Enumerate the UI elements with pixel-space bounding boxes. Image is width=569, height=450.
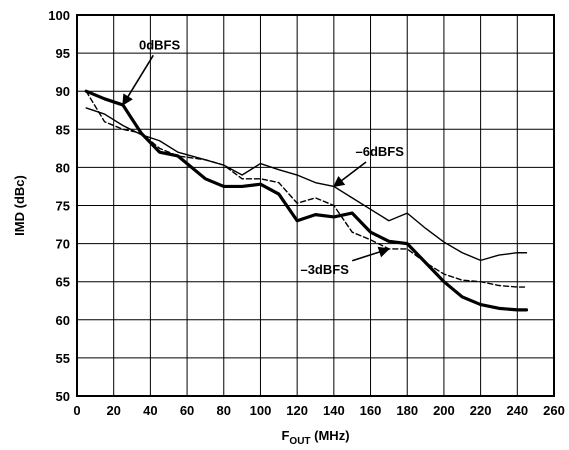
x-axis-title-subscript: OUT — [289, 436, 310, 447]
plot-frame — [76, 14, 555, 397]
x-tick-label: 240 — [506, 403, 528, 418]
y-tick-label: 85 — [56, 122, 70, 137]
x-tick-label: 200 — [433, 403, 455, 418]
annotation-arrow-3dbfs — [351, 246, 390, 262]
annotation-label-3dbfs: –3dBFS — [300, 262, 349, 277]
x-tick-label: 120 — [286, 403, 308, 418]
x-tick-label: 100 — [250, 403, 272, 418]
x-tick-label: 60 — [180, 403, 194, 418]
y-tick-label: 55 — [56, 351, 70, 366]
x-tick-label: 80 — [217, 403, 231, 418]
y-tick-label: 65 — [56, 275, 70, 290]
x-tick-labels: 0 20 40 60 80 100 120 140 160 180 200 220 240 260 — [73, 403, 564, 418]
x-tick-label: 0 — [73, 403, 80, 418]
y-tick-label: 90 — [56, 84, 70, 99]
grid-layer — [77, 15, 554, 396]
x-tick-label: 140 — [323, 403, 345, 418]
annotation-arrow-6dbfs — [332, 161, 367, 188]
y-tick-label: 50 — [56, 389, 70, 404]
annotation-label-0dbfs: 0dBFS — [139, 37, 181, 52]
x-axis-title-main: F — [281, 428, 289, 443]
series-layer — [84, 89, 529, 312]
x-tick-label: 220 — [470, 403, 492, 418]
series-line-3dbfs — [85, 90, 528, 288]
y-tick-labels: 50 55 60 65 70 75 80 85 90 95 100 — [48, 8, 70, 404]
annotation-layer: 0dBFS –6dBFS –3dBFS — [122, 37, 405, 277]
annotation-label-6dbfs: –6dBFS — [356, 144, 405, 159]
x-tick-label: 20 — [106, 403, 120, 418]
y-tick-label: 95 — [56, 46, 70, 61]
x-axis-title: FOUT (MHz) — [281, 428, 349, 447]
series-line-0dbfs — [84, 89, 529, 312]
x-tick-label: 40 — [143, 403, 157, 418]
annotation-arrow-0dbfs — [122, 54, 154, 106]
y-tick-label: 80 — [56, 160, 70, 175]
x-tick-label: 260 — [543, 403, 565, 418]
y-tick-label: 75 — [56, 199, 70, 214]
y-tick-label: 100 — [48, 8, 70, 23]
x-tick-label: 180 — [396, 403, 418, 418]
y-axis-title: IMD (dBc) — [12, 175, 27, 236]
x-axis-title-unit: (MHz) — [311, 428, 350, 443]
series-line-6dbfs — [85, 107, 528, 262]
x-tick-label: 160 — [360, 403, 382, 418]
y-tick-label: 70 — [56, 237, 70, 252]
y-tick-label: 60 — [56, 313, 70, 328]
